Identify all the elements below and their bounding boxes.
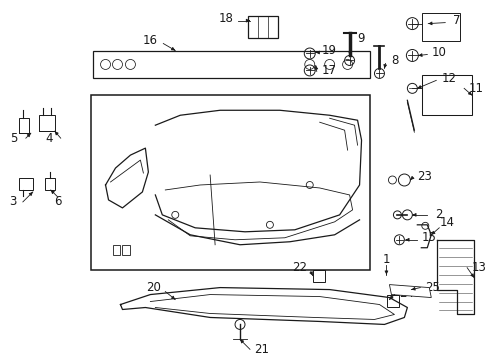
Bar xyxy=(113,245,121,255)
Bar xyxy=(422,75,472,115)
Polygon shape xyxy=(390,285,431,298)
Text: 2: 2 xyxy=(436,208,443,221)
Bar xyxy=(422,13,460,41)
Text: 17: 17 xyxy=(321,64,336,77)
Text: 4: 4 xyxy=(45,132,52,145)
Bar xyxy=(93,50,369,78)
Text: 11: 11 xyxy=(468,82,484,95)
Text: 21: 21 xyxy=(254,343,270,356)
Bar xyxy=(19,178,33,190)
Bar xyxy=(39,115,55,131)
Text: 14: 14 xyxy=(440,216,455,229)
Bar xyxy=(388,294,399,306)
Text: 6: 6 xyxy=(54,195,61,208)
Text: 13: 13 xyxy=(472,261,487,274)
Bar xyxy=(45,178,55,190)
Text: 7: 7 xyxy=(453,14,461,27)
Bar xyxy=(91,95,369,270)
Text: 23: 23 xyxy=(417,170,432,183)
Text: 1: 1 xyxy=(383,253,390,266)
Text: 16: 16 xyxy=(143,34,158,47)
Text: 3: 3 xyxy=(9,195,17,208)
Text: 19: 19 xyxy=(321,44,336,57)
Text: 20: 20 xyxy=(146,281,161,294)
Text: 15: 15 xyxy=(422,231,437,244)
Text: 5: 5 xyxy=(10,132,18,145)
Text: 24: 24 xyxy=(399,287,414,300)
Bar xyxy=(19,118,29,133)
Text: 22: 22 xyxy=(293,261,307,274)
Bar xyxy=(313,270,325,282)
Text: 9: 9 xyxy=(357,32,364,45)
Text: 12: 12 xyxy=(441,72,457,85)
Text: 25: 25 xyxy=(425,281,440,294)
Bar xyxy=(122,245,130,255)
Bar xyxy=(248,15,278,37)
Text: 8: 8 xyxy=(392,54,399,67)
Text: 18: 18 xyxy=(219,12,234,25)
Text: 10: 10 xyxy=(432,46,447,59)
